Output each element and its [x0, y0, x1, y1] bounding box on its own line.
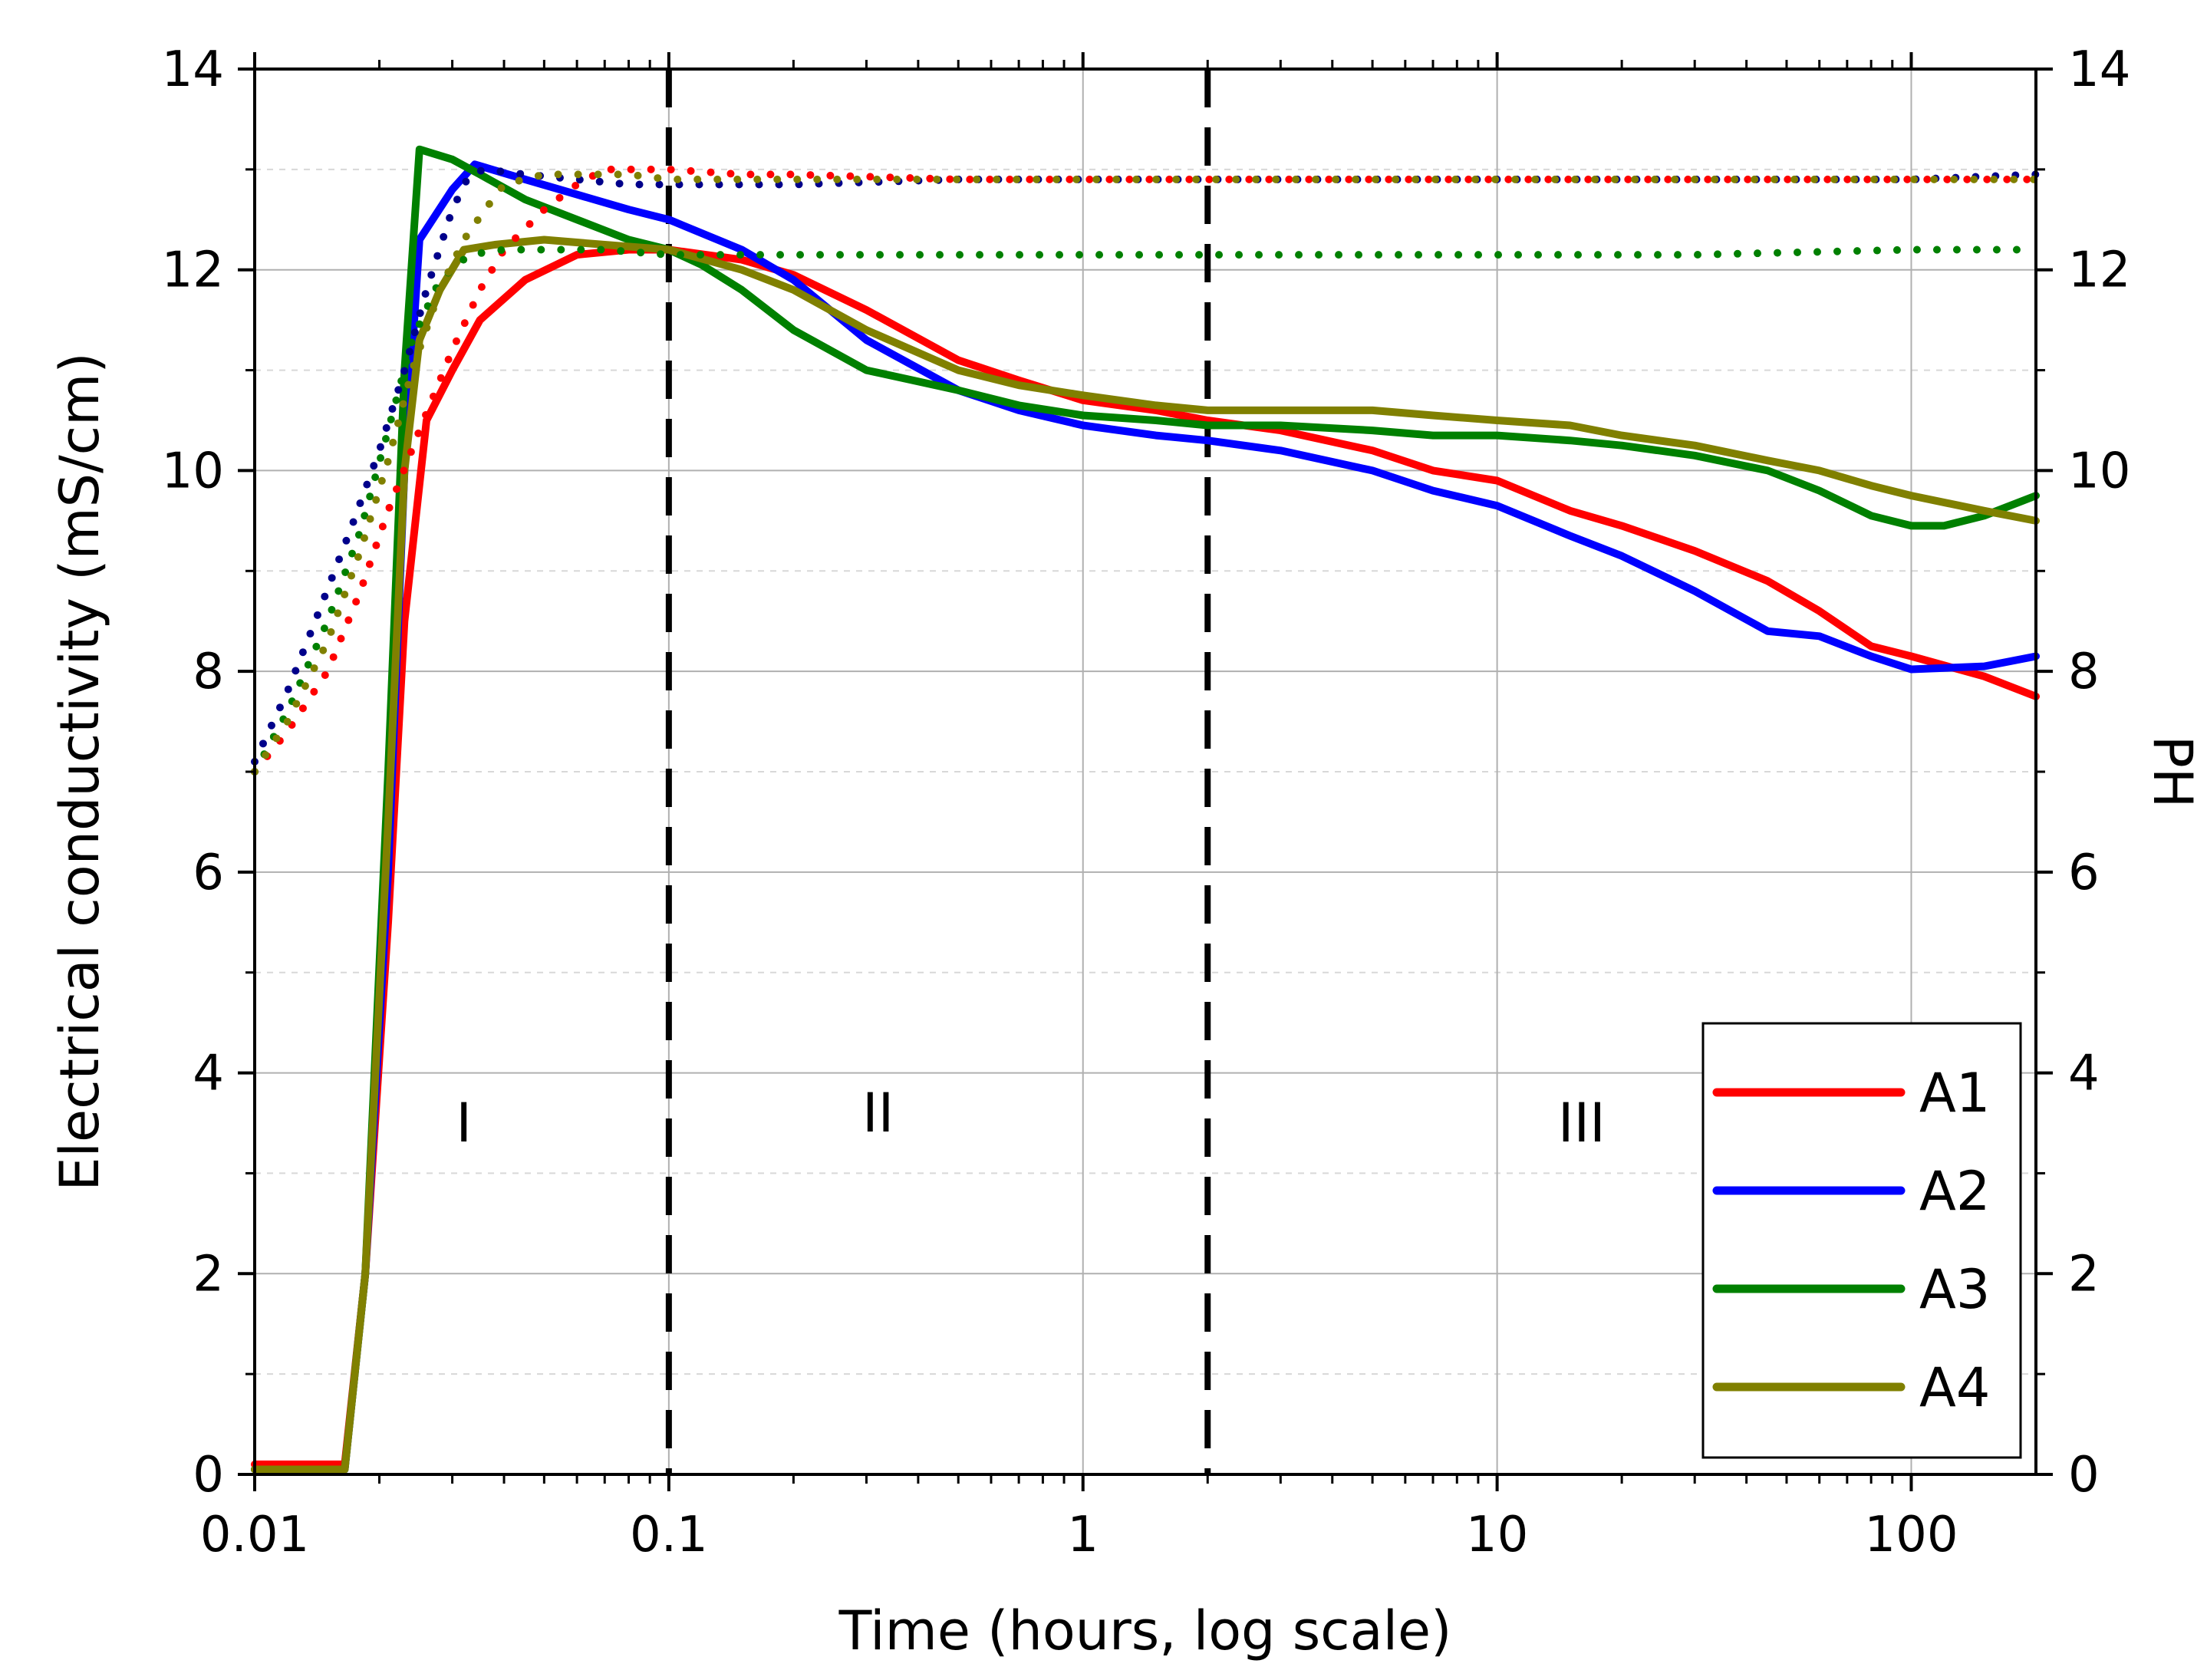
- series-line-a4-ph: [251, 170, 2040, 776]
- series-line-a4: [251, 236, 2040, 1474]
- y-tick-label: 6: [193, 845, 224, 901]
- y-axis-title: Electrical conductivity (mS/cm): [48, 352, 111, 1191]
- series-line-a3-ph: [251, 245, 2040, 776]
- y-tick-label: 2: [193, 1246, 224, 1303]
- region-labels: I II III: [456, 1082, 1605, 1155]
- x-tick-label: 0.01: [200, 1507, 310, 1563]
- series-line-a1: [251, 245, 2040, 1468]
- series-line-a3: [251, 145, 2040, 1474]
- region-label-ii: II: [862, 1082, 894, 1145]
- legend-label-a4: A4: [1919, 1356, 1990, 1419]
- y2-tick-label: 2: [2068, 1246, 2100, 1303]
- legend: A1 A2 A3 A4: [1701, 1022, 2022, 1459]
- y2-axis-title: PH: [2141, 736, 2204, 809]
- x-tick-label: 1: [1067, 1507, 1099, 1563]
- legend-label-a2: A2: [1919, 1160, 1990, 1223]
- y2-tick-label: 10: [2068, 443, 2130, 499]
- y2-tick-label: 8: [2068, 644, 2100, 700]
- y-tick-label: 10: [162, 443, 224, 499]
- y2-tick-label: 4: [2068, 1046, 2100, 1102]
- legend-label-a3: A3: [1919, 1258, 1990, 1321]
- series-line-a2: [251, 160, 2040, 1474]
- region-label-i: I: [456, 1092, 472, 1155]
- data-series: [251, 145, 2040, 1474]
- region-label-iii: III: [1558, 1092, 1606, 1155]
- y2-tick-label: 6: [2068, 845, 2100, 901]
- y2-tick-label: 14: [2068, 41, 2130, 98]
- y-tick-label: 12: [162, 242, 224, 299]
- series-line-a1-ph: [251, 165, 2040, 776]
- x-tick-label: 0.1: [630, 1507, 708, 1563]
- y2-tick-label: 0: [2068, 1447, 2100, 1504]
- y-tick-label: 4: [193, 1046, 224, 1102]
- region-dividers: [665, 69, 1211, 1474]
- y-tick-label: 14: [162, 41, 224, 98]
- x-axis-title: Time (hours, log scale): [838, 1599, 1452, 1662]
- axis-ticks: 0.01 0.1 1 10 100 0 2 4 6 8 10 12 14 0 2 4 6 8 10 12 14: [162, 41, 2131, 1563]
- x-tick-label: 10: [1466, 1507, 1528, 1563]
- y-tick-label: 8: [193, 644, 224, 700]
- y-tick-label: 0: [193, 1447, 224, 1504]
- series-line-a2-ph: [251, 165, 2040, 766]
- legend-label-a1: A1: [1919, 1062, 1990, 1125]
- y2-tick-label: 12: [2068, 242, 2130, 299]
- x-tick-label: 100: [1864, 1507, 1958, 1563]
